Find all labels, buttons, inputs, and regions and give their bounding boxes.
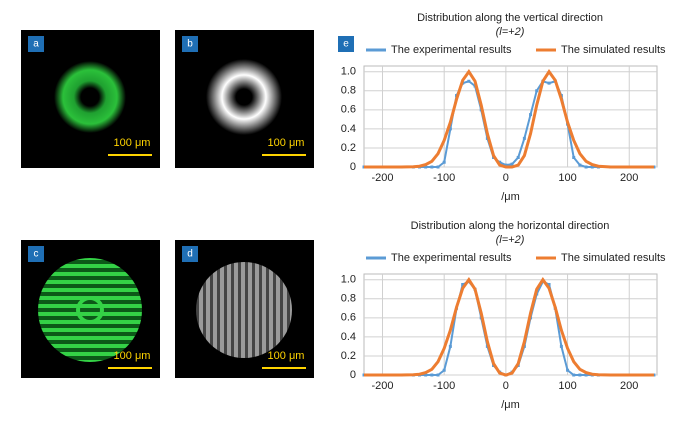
data-point [448,344,452,348]
x-axis-label: /μm [501,191,520,203]
data-point [424,165,428,169]
data-line [364,69,654,169]
x-tick-label: -200 [371,380,393,392]
y-tick-label: 1.0 [341,66,356,78]
x-tick-label: 100 [558,172,576,184]
scale-bar-label: 100 μm [114,137,151,149]
chart-subtitle: (l=+2) [496,234,525,246]
data-point [498,160,502,164]
chart-title: Distribution along the horizontal direct… [411,220,610,232]
y-tick-label: 0.8 [341,293,356,305]
data-line [364,280,654,377]
scale-bar-label: 100 μm [268,350,305,362]
data-point [578,163,582,167]
panel-label: d [187,249,193,260]
x-tick-label: 0 [503,172,509,184]
x-tick-label: -100 [433,172,455,184]
data-point [590,165,594,169]
data-point [461,282,465,286]
data-point [522,136,526,140]
legend-label: The experimental results [391,44,512,56]
plot-frame [363,65,658,168]
panel-label: c [34,249,39,260]
data-point [430,373,434,377]
panel-label: a [33,39,39,50]
x-axis-label: /μm [501,399,520,411]
y-tick-label: 0.2 [341,350,356,362]
y-tick-label: 0.6 [341,312,356,324]
data-point [547,81,551,85]
y-tick-label: 0 [350,369,356,381]
y-tick-label: 0.2 [341,142,356,154]
data-point [578,373,582,377]
y-tick-label: 0.4 [341,123,356,135]
y-tick-label: 0.6 [341,104,356,116]
scale-bar-label: 100 μm [114,350,151,362]
chart-title: Distribution along the vertical directio… [417,12,603,24]
data-point [572,373,576,377]
data-point [584,165,588,169]
data-point [448,127,452,131]
y-tick-label: 1.0 [341,274,356,286]
plot-frame [363,273,658,376]
y-tick-label: 0.8 [341,85,356,97]
data-point [442,368,446,372]
x-tick-label: -200 [371,172,393,184]
data-point [436,373,440,377]
y-tick-label: 0.4 [341,331,356,343]
x-tick-label: 0 [503,380,509,392]
x-tick-label: 200 [620,172,638,184]
data-line [364,277,654,377]
legend-label: The experimental results [391,252,512,264]
data-point [516,155,520,159]
legend-label: The simulated results [561,44,666,56]
data-point [424,373,428,377]
data-point [467,79,471,83]
data-point [504,163,508,167]
data-point [559,344,563,348]
data-point [430,165,434,169]
data-line [364,80,654,168]
data-point [510,162,514,166]
data-point [436,165,440,169]
x-tick-label: 200 [620,380,638,392]
data-point [547,282,551,286]
y-tick-label: 0 [350,161,356,173]
data-point [529,113,533,117]
panel-label: e [343,39,349,50]
x-tick-label: -100 [433,380,455,392]
panel-images [21,30,354,378]
data-point [535,89,539,93]
x-tick-label: 100 [558,380,576,392]
scale-bar-label: 100 μm [268,137,305,149]
data-point [584,373,588,377]
data-point [442,160,446,164]
data-point [566,368,570,372]
data-point [572,155,576,159]
panel-label: b [187,39,193,50]
chart-subtitle: (l=+2) [496,26,525,38]
legend-label: The simulated results [561,252,666,264]
